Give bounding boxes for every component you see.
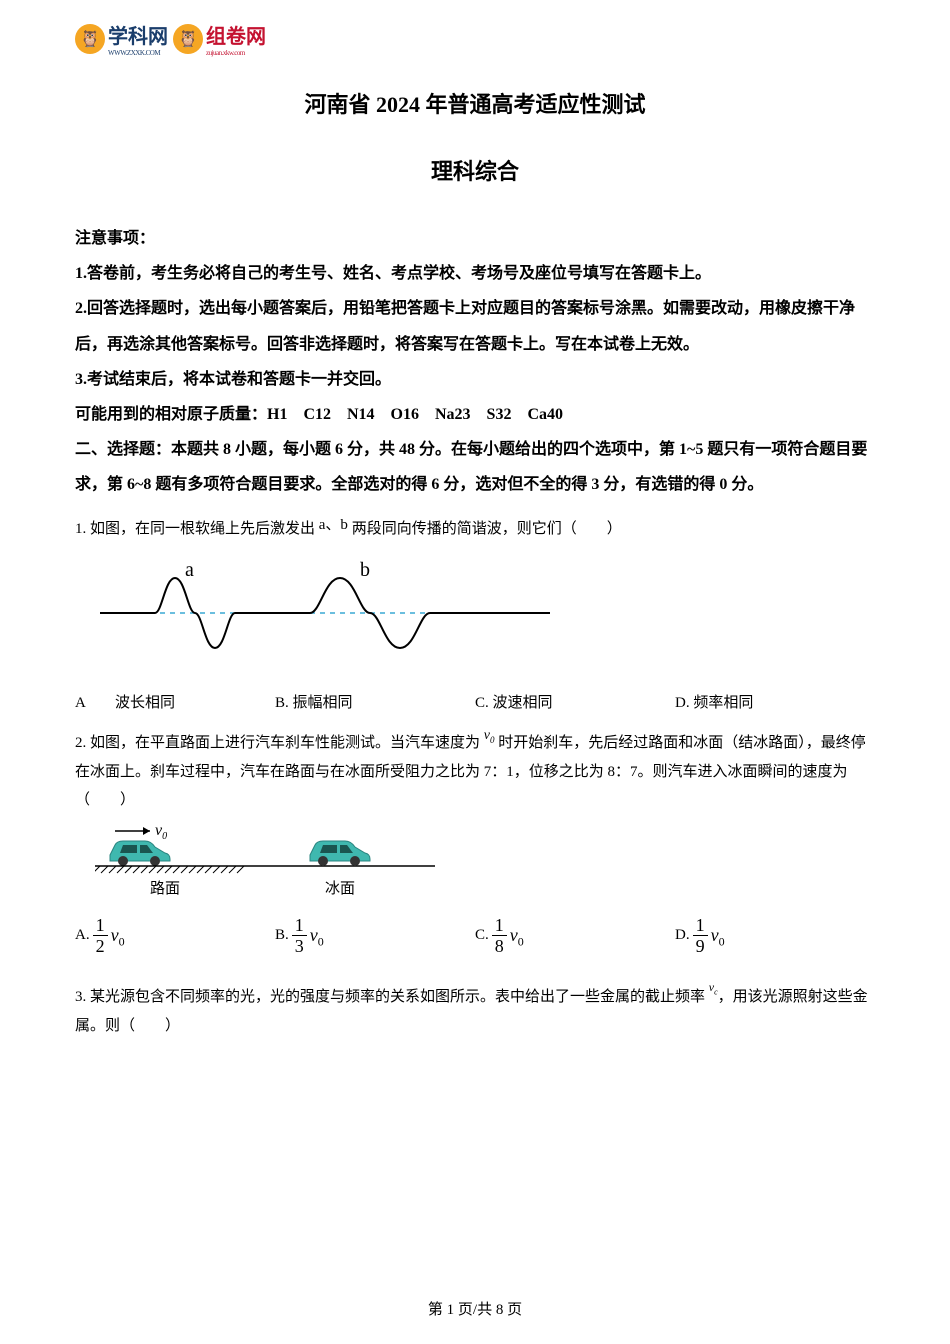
v0-label: v0 [155,823,167,842]
q2-stem: 2. 如图，在平直路面上进行汽车刹车性能测试。当汽车速度为 v0 时开始刹车，先… [75,729,875,815]
wave-svg: a b [100,558,550,663]
inst-heading: 注意事项： [75,221,875,256]
logo2-text: 组卷网 [206,20,266,49]
v0-b: v0 [310,918,324,953]
logo2-sub: zujuan.xkw.com [206,49,266,57]
instructions: 注意事项： 1.答卷前，考生务必将自己的考生号、姓名、考点学校、考场号及座位号填… [75,221,875,503]
inst-atomic: 可能用到的相对原子质量：H1 C12 N14 O16 Na23 S32 Ca40 [75,397,875,432]
q1-stem-pre: 1. 如图，在同一根软绳上先后激发出 [75,521,319,537]
q3-stem-pre: 3. 某光源包含不同频率的光，光的强度与频率的关系如图所示。表中给出了一些金属的… [75,989,709,1005]
title-sub: 理科综合 [75,154,875,186]
logo1-sub: WWW.ZXXK.COM [108,49,168,57]
car-diagram: v0 路面 冰面 [95,823,875,909]
frac-c: 18 [492,916,507,955]
road-text: 路面 [150,880,180,897]
q1-opt-a: A 波长相同 [75,689,275,718]
logo-xueke: 🦉 学科网 WWW.ZXXK.COM [75,20,168,57]
title-main: 河南省 2024 年普通高考适应性测试 [75,87,875,119]
wave-diagram: a b [100,558,875,674]
q1-options: A 波长相同 B. 振幅相同 C. 波速相同 D. 频率相同 [75,689,875,718]
v0-arrow-head [143,827,150,835]
car-1 [110,841,170,866]
q1-opt-c: C. 波速相同 [475,689,675,718]
question-1: 1. 如图，在同一根软绳上先后激发出 a、b 两段同向传播的简谐波，则它们（ ）… [75,515,875,718]
q3-vc: vc [709,980,718,994]
question-3: 3. 某光源包含不同频率的光，光的强度与频率的关系如图所示。表中给出了一些金属的… [75,983,875,1040]
v0-c: v0 [510,918,524,953]
q3-stem: 3. 某光源包含不同频率的光，光的强度与频率的关系如图所示。表中给出了一些金属的… [75,983,875,1040]
logo-zujuan: 🦉 组卷网 zujuan.xkw.com [173,20,266,57]
inst-section: 二、选择题：本题共 8 小题，每小题 6 分，共 48 分。在每小题给出的四个选… [75,432,875,502]
question-2: 2. 如图，在平直路面上进行汽车刹车性能测试。当汽车速度为 v0 时开始刹车，先… [75,729,875,955]
frac-b: 13 [292,916,307,955]
q2-opt-a: A. 12 v0 [75,916,275,955]
q2-opt-c: C. 18 v0 [475,916,675,955]
owl-icon: 🦉 [75,24,105,54]
inst-line3: 3.考试结束后，将本试卷和答题卡一并交回。 [75,362,875,397]
header-logos: 🦉 学科网 WWW.ZXXK.COM 🦉 组卷网 zujuan.xkw.com [75,20,875,57]
q2-opt-b: B. 13 v0 [275,916,475,955]
page-footer: 第 1 页/共 8 页 [0,1298,950,1319]
q1-opt-d: D. 频率相同 [675,689,875,718]
owl-icon-2: 🦉 [173,24,203,54]
q2-v0: v0 [484,728,495,743]
car-2 [310,841,370,866]
q1-opt-b: B. 振幅相同 [275,689,475,718]
v0-d: v0 [711,918,725,953]
logo1-text: 学科网 [108,20,168,49]
car-svg: v0 路面 冰面 [95,823,435,898]
q2-options: A. 12 v0 B. 13 v0 C. 18 v0 D. 19 v0 [75,916,875,955]
inst-line1: 1.答卷前，考生务必将自己的考生号、姓名、考点学校、考场号及座位号填写在答题卡上… [75,256,875,291]
road-hatch [95,866,250,873]
wave-label-b: b [360,559,370,581]
q1-ab: a、b [319,517,348,533]
v0-a: v0 [111,918,125,953]
frac-a: 12 [93,916,108,955]
q2-stem-pre: 2. 如图，在平直路面上进行汽车刹车性能测试。当汽车速度为 [75,735,484,751]
inst-line2: 2.回答选择题时，选出每小题答案后，用铅笔把答题卡上对应题目的答案标号涂黑。如需… [75,291,875,361]
ice-text: 冰面 [325,880,355,897]
frac-d: 19 [693,916,708,955]
q2-opt-d: D. 19 v0 [675,916,875,955]
q1-stem: 1. 如图，在同一根软绳上先后激发出 a、b 两段同向传播的简谐波，则它们（ ） [75,515,875,544]
wave-label-a: a [185,559,194,581]
q1-stem-post: 两段同向传播的简谐波，则它们（ ） [348,521,622,537]
